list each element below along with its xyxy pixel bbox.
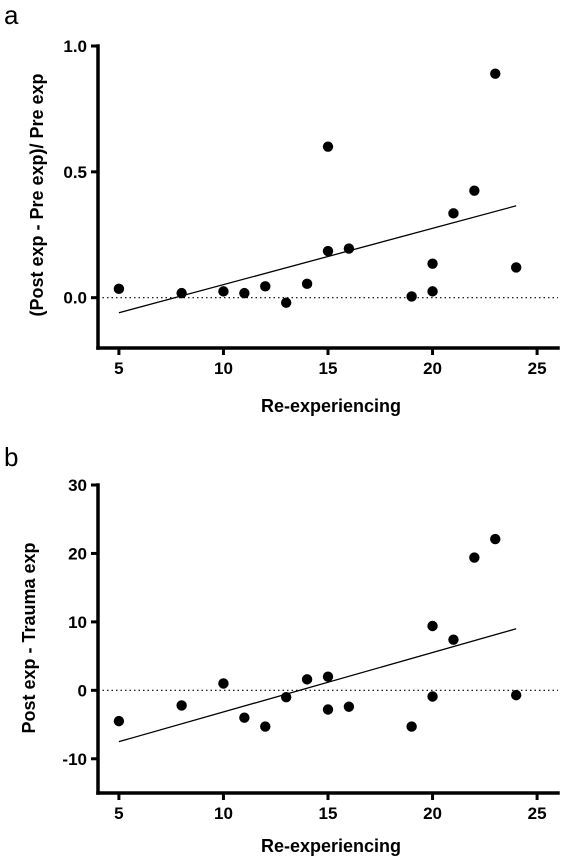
panel-a-y-tick-label: 0.5 (63, 163, 87, 182)
panel-b-x-tick-label: 25 (528, 804, 547, 823)
panel-b-data-point (260, 721, 271, 732)
panel-b-y-tick-label: 20 (68, 544, 87, 563)
panel-a-y-axis-title: (Post exp - Pre exp)/ Pre exp (27, 73, 47, 316)
panel-b-y-tick-label: 30 (68, 476, 87, 495)
panel-a-data-point (301, 278, 313, 290)
panel-b-data-point (176, 700, 187, 711)
panel-a-x-tick-label: 10 (214, 359, 233, 378)
panel-b-data-point (469, 552, 480, 563)
panel-a-x-tick-label: 25 (528, 359, 547, 378)
panel-b-x-tick-label: 10 (214, 804, 233, 823)
panel-a-x-tick-label: 5 (114, 359, 123, 378)
panel-a-data-point (322, 141, 334, 152)
panel-b-data-point (301, 674, 313, 685)
panel-b-data-point (239, 712, 250, 723)
panel-a-data-point (448, 208, 459, 219)
panel-b-x-tick-label: 20 (423, 804, 442, 823)
panel-a-data-point (176, 287, 187, 299)
panel-a: a 5 10 15 20 25 0.0 0.5 1.0 Re-experiencing (Po… (4, 0, 560, 416)
panel-a-x-tick-label: 20 (423, 359, 442, 378)
panel-b-y-tick-label: 10 (68, 613, 87, 632)
panel-a-data-point (490, 68, 501, 79)
panel-b-x-tick-label: 5 (114, 804, 123, 823)
panel-b-data-point (322, 704, 334, 715)
panel-a-data-point (469, 185, 480, 196)
panel-a-data-point (239, 287, 250, 299)
panel-b-data-point (218, 678, 229, 689)
panel-b-data-point (448, 634, 459, 645)
panel-b-data-point (280, 691, 292, 703)
panel-a-data-point (280, 297, 292, 308)
panel-a-data-point (406, 291, 417, 302)
panel-b-y-axis-title: Post exp - Trauma exp (19, 542, 39, 733)
panel-a-data-point (113, 283, 125, 295)
panel-b-regression-line (118, 628, 517, 743)
panel-a-x-axis-title: Re-experiencing (261, 396, 401, 416)
panel-a-data-point (260, 281, 271, 292)
panel-b-x-tick-label: 15 (319, 804, 338, 823)
panel-b-x-axis-title: Re-experiencing (261, 836, 401, 856)
panel-a-x-tick-label: 15 (319, 359, 338, 378)
panel-a-data-point (427, 286, 438, 297)
panel-b-letter: b (4, 442, 18, 472)
panel-a-y-tick-label: 1.0 (63, 37, 87, 56)
panel-a-data-point (343, 243, 355, 254)
panel-b-data-point (113, 715, 125, 727)
panel-b-data-point (343, 701, 355, 712)
panel-b: b 5 10 15 20 25 -10 0 10 20 30 Re-experiencing Po… (4, 442, 560, 856)
panel-b-data-point (490, 533, 501, 545)
panel-a-data-point (322, 245, 334, 257)
panel-b-data-point (322, 671, 334, 682)
panel-a-y-tick-label: 0.0 (63, 289, 87, 308)
panel-a-letter: a (4, 0, 19, 30)
panel-b-data-point (510, 689, 522, 701)
panel-b-y-tick-label: -10 (62, 750, 87, 769)
panel-b-y-tick-label: 0 (78, 681, 87, 700)
panel-a-data-point (427, 258, 438, 269)
panel-b-data-point (427, 620, 438, 632)
panel-b-data-point (406, 721, 417, 732)
panel-b-data-point (427, 691, 438, 702)
panel-a-data-point (218, 286, 229, 297)
panel-a-data-point (510, 262, 522, 273)
